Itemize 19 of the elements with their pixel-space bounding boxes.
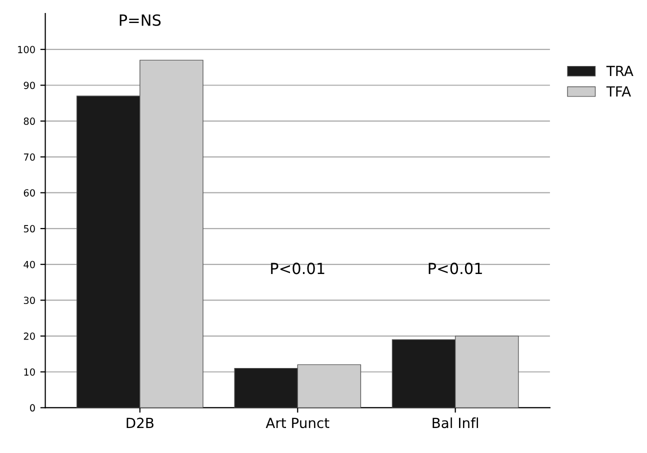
y-tick-label: 60 — [24, 189, 35, 197]
legend-label: TFA — [606, 86, 631, 96]
y-tick-label: 90 — [24, 82, 35, 90]
annotation: P=NS — [120, 14, 161, 26]
y-tick-label: 10 — [24, 368, 35, 376]
annotation: P<0.01 — [428, 262, 482, 274]
y-tick-label: 50 — [24, 225, 35, 232]
y-tick-label: 100 — [18, 46, 35, 54]
x-tick-label: Bal Infl — [432, 417, 478, 428]
y-tick-label: 70 — [24, 153, 35, 161]
annotation: P<0.01 — [271, 262, 324, 274]
y-tick-label: 0 — [30, 404, 35, 412]
legend-label: TRA — [606, 66, 634, 76]
y-tick-label: 40 — [24, 260, 35, 268]
y-tick-label: 30 — [24, 296, 35, 304]
y-tick-label: 20 — [24, 332, 35, 340]
x-tick-label: Art Punct — [266, 418, 330, 428]
y-tick-label: 80 — [24, 118, 35, 125]
x-tick-label: D2B — [126, 418, 154, 428]
